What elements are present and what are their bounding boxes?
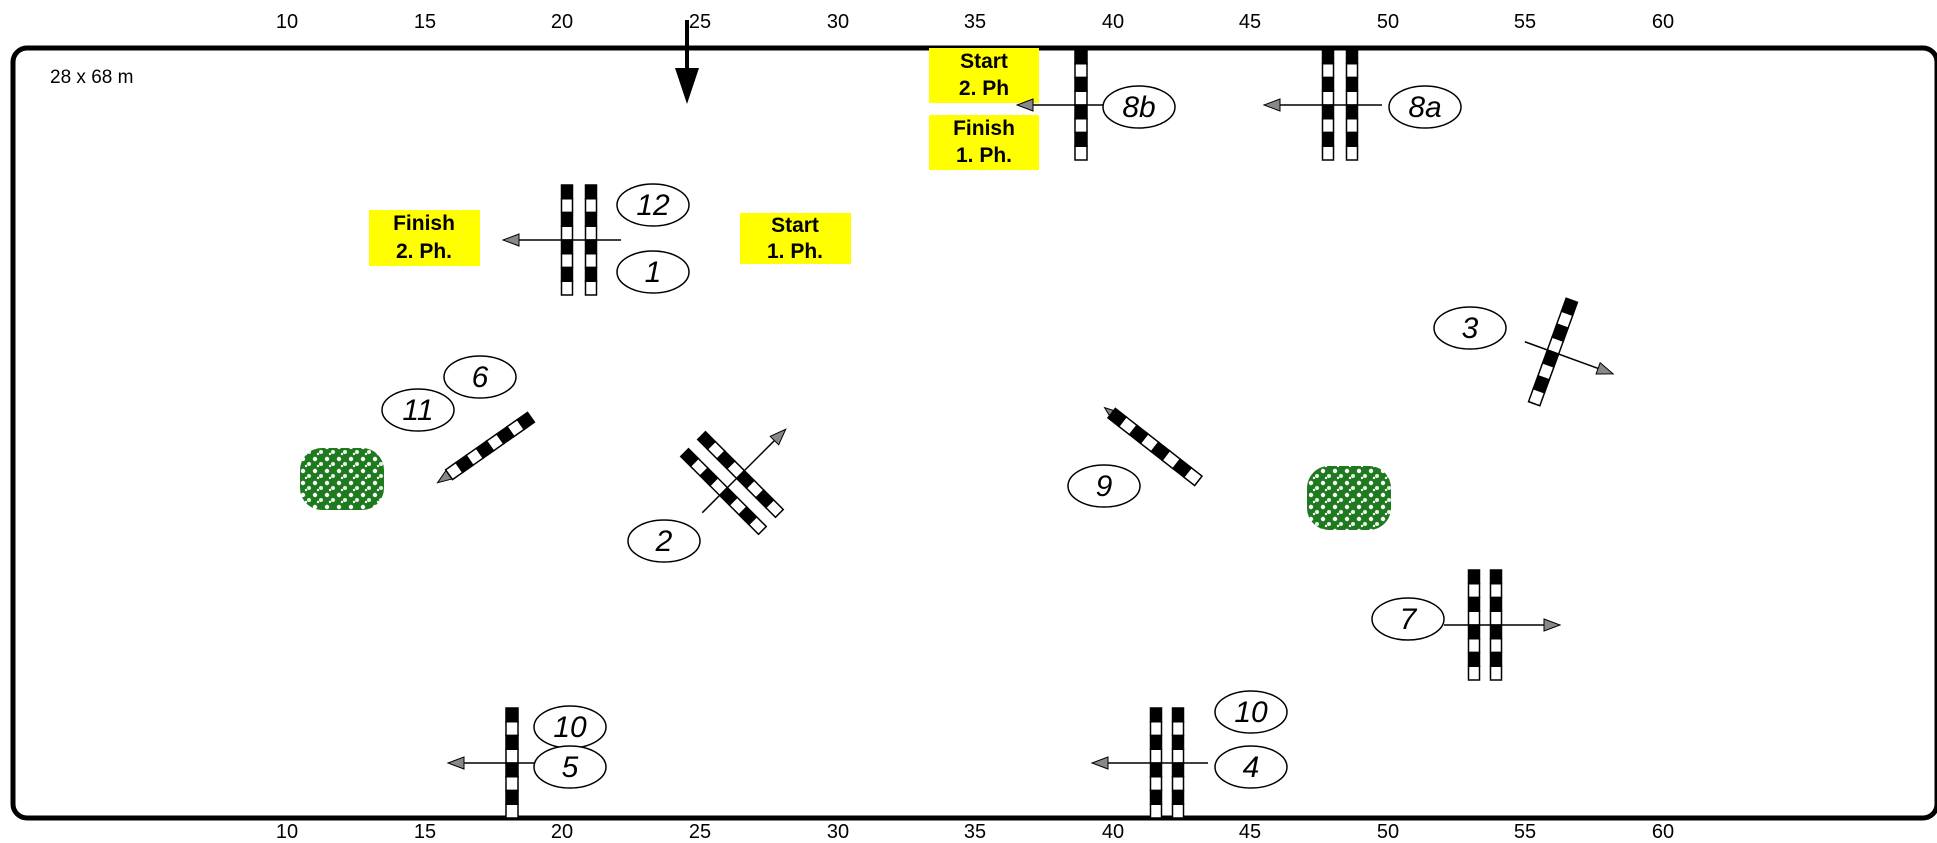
- direction-arrow-icon: [1595, 361, 1615, 375]
- jump-number-label: 12: [636, 189, 670, 222]
- jump-number: 5: [533, 745, 607, 789]
- ruler-tick: 40: [1102, 821, 1124, 843]
- ruler-tick: 55: [1514, 11, 1536, 33]
- label-finish-1: Finish 1. Ph.: [929, 115, 1039, 170]
- jump-obstacle: [1090, 707, 1208, 819]
- jump-numbers-layer: 12 1 8b 8a 3 6 11 2 9 7 10 5 10 4: [381, 85, 1507, 789]
- ruler-tick: 35: [964, 11, 986, 33]
- jump-obstacle: [1444, 569, 1562, 681]
- jump-number: 10: [1214, 690, 1288, 734]
- ruler-tick: 40: [1102, 11, 1124, 33]
- label-start-2: Start 2. Ph: [929, 48, 1039, 103]
- jump-number: 10: [533, 705, 607, 749]
- label-start-1: Start 1. Ph.: [740, 213, 851, 264]
- bottom-ruler: 10 15 20 25 30 35 40 45 50 55 60: [276, 821, 1674, 843]
- ruler-tick: 35: [964, 821, 986, 843]
- jump-number: 8a: [1388, 85, 1462, 129]
- ruler-tick: 50: [1377, 11, 1399, 33]
- label-line: Start: [960, 50, 1008, 73]
- label-background: [369, 210, 480, 266]
- jump-number-label: 9: [1096, 470, 1113, 503]
- jump-number-label: 6: [472, 361, 489, 394]
- jump-number-label: 3: [1462, 312, 1479, 345]
- direction-arrow-icon: [501, 233, 520, 247]
- direction-arrow-icon: [1543, 618, 1562, 632]
- ruler-tick: 15: [414, 821, 436, 843]
- jump-number: 2: [627, 519, 701, 563]
- label-background: [929, 115, 1039, 170]
- jump-obstacle: [501, 184, 621, 296]
- jump-number: 8b: [1102, 85, 1176, 129]
- ruler-tick: 20: [551, 821, 573, 843]
- jump-number-label: 10: [553, 711, 587, 744]
- top-ruler: 10 15 20 25 30 35 40 45 50 55 60: [276, 11, 1674, 33]
- label-line: 2. Ph.: [396, 240, 452, 263]
- jump-number-label: 7: [1400, 603, 1418, 636]
- jump-obstacle: [446, 707, 542, 819]
- ruler-tick: 10: [276, 11, 298, 33]
- direction-arrow-icon: [1090, 756, 1109, 770]
- jump-number: 11: [381, 388, 455, 432]
- ruler-tick: 45: [1239, 11, 1261, 33]
- jump-number: 9: [1067, 464, 1141, 508]
- ruler-tick: 30: [827, 11, 849, 33]
- ruler-tick: 55: [1514, 821, 1536, 843]
- label-finish-2: Finish 2. Ph.: [369, 210, 480, 266]
- label-line: Finish: [953, 117, 1015, 140]
- jump-number: 6: [443, 355, 517, 399]
- jump-obstacle: [1524, 297, 1615, 407]
- hedge-icon: [300, 448, 384, 510]
- label-line: Start: [771, 214, 819, 237]
- label-line: 2. Ph: [959, 77, 1009, 100]
- jump-obstacle: [436, 411, 536, 484]
- label-line: 1. Ph.: [767, 240, 823, 263]
- ruler-tick: 50: [1377, 821, 1399, 843]
- ruler-tick: 30: [827, 821, 849, 843]
- jump-number-label: 8a: [1408, 91, 1441, 124]
- label-line: Finish: [393, 212, 455, 235]
- jump-number: 1: [616, 250, 690, 294]
- jump-number: 4: [1214, 745, 1288, 789]
- ruler-tick: 25: [689, 11, 711, 33]
- jump-number-label: 4: [1243, 751, 1260, 784]
- ruler-tick: 60: [1652, 11, 1674, 33]
- jump-obstacle: [1262, 49, 1382, 161]
- label-line: 1. Ph.: [956, 144, 1012, 167]
- jumps-layer: [436, 49, 1615, 819]
- jump-number: 7: [1371, 597, 1445, 641]
- hedge-icon: [1307, 466, 1391, 530]
- ruler-tick: 60: [1652, 821, 1674, 843]
- jump-obstacle: [1103, 406, 1204, 487]
- jump-obstacle: [1015, 49, 1111, 161]
- jump-number-label: 1: [645, 256, 662, 289]
- jump-obstacle: [679, 428, 787, 536]
- direction-arrow-icon: [769, 428, 787, 446]
- jump-number-label: 10: [1234, 696, 1268, 729]
- direction-arrow-icon: [446, 756, 465, 770]
- jump-number: 3: [1433, 306, 1507, 350]
- direction-arrow-icon: [1015, 98, 1034, 112]
- jump-number-label: 5: [562, 751, 579, 784]
- entry-arrow-icon: [675, 20, 699, 104]
- ruler-tick: 45: [1239, 821, 1261, 843]
- direction-arrow-icon: [1262, 98, 1281, 112]
- jump-number-label: 2: [655, 525, 673, 558]
- ruler-tick: 10: [276, 821, 298, 843]
- jump-number-label: 11: [402, 394, 433, 427]
- ruler-tick: 20: [551, 11, 573, 33]
- label-background: [740, 213, 851, 264]
- ruler-tick: 15: [414, 11, 436, 33]
- jump-number: 12: [616, 183, 690, 227]
- ruler-tick: 25: [689, 821, 711, 843]
- jump-number-label: 8b: [1122, 91, 1155, 124]
- arena-dimensions: 28 x 68 m: [50, 67, 133, 88]
- label-background: [929, 48, 1039, 103]
